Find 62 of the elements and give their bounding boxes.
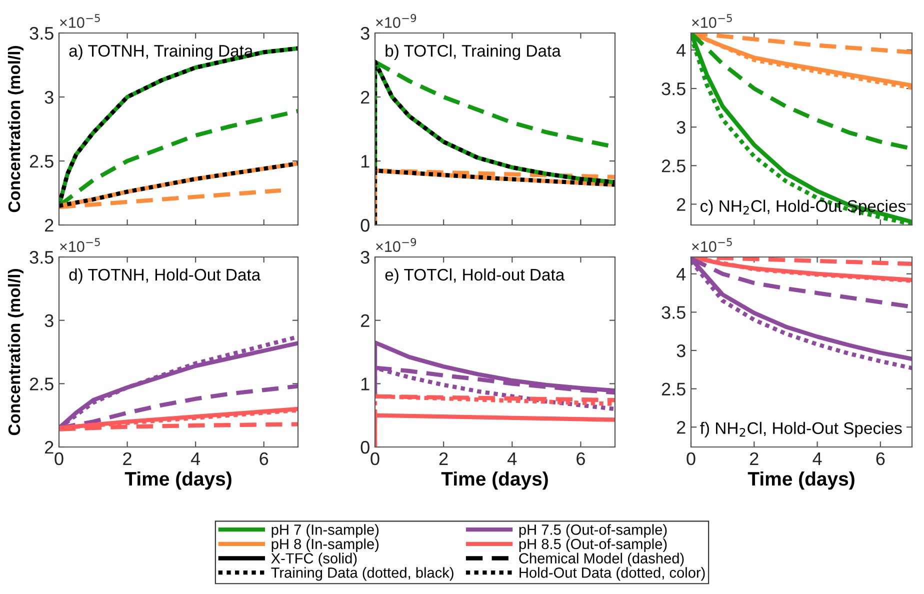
y-tick-label: 3.5 — [30, 26, 54, 40]
y-axis-title: Concentration (mol/l) — [8, 269, 24, 436]
x-tick-label: 6 — [260, 452, 268, 466]
x-tick-label: 6 — [876, 452, 885, 466]
text: ×10$^{−5}$ — [60, 14, 100, 28]
y-tick-label: 2 — [45, 218, 54, 232]
y-tick-label: 4 — [676, 268, 686, 280]
y-tick-label: 0 — [360, 440, 370, 454]
text: ×10$^{−5}$ — [692, 14, 732, 28]
y-tick-label: 3 — [676, 344, 686, 358]
text: d) TOTNH, Hold-Out Data — [69, 268, 261, 284]
y-tick-label: 2.5 — [662, 382, 686, 396]
y-tick-label: 1 — [361, 155, 370, 168]
x-tick-label: 4 — [190, 452, 200, 465]
y-tick-label: 3.5 — [662, 306, 686, 319]
legend-label: X-TFC (solid) — [271, 552, 357, 566]
text: ×10$^{−9}$ — [376, 238, 416, 252]
x-axis-title: Time (days) — [441, 471, 548, 490]
legend-label: pH 7 (In-sample) — [272, 524, 379, 538]
y-tick-label: 3 — [360, 26, 370, 40]
y-tick-label: 2.5 — [662, 160, 686, 172]
text: b) TOTCl, Training Data — [386, 44, 561, 60]
y-tick-label: 0 — [360, 218, 370, 232]
y-tick-label: 3 — [44, 90, 54, 104]
y-tick-label: 3 — [360, 250, 370, 264]
text: ×10$^{−5}$ — [60, 238, 100, 252]
x-tick-label: 0 — [686, 452, 696, 466]
y-tick-label: 2 — [45, 440, 54, 454]
y-tick-label: 2.5 — [30, 154, 54, 168]
x-tick-label: 0 — [54, 452, 64, 466]
y-tick-label: 1 — [361, 378, 370, 390]
x-tick-label: 2 — [123, 452, 132, 465]
legend-label: Hold-Out Data (dotted, color) — [520, 567, 705, 581]
text: f) NH$_{2}$Cl, Hold-Out Species — [700, 422, 902, 438]
text: ×10$^{−9}$ — [376, 14, 416, 28]
text: e) TOTCl, Hold-out Data — [385, 268, 565, 284]
text: ×10$^{−5}$ — [692, 238, 732, 252]
x-tick-label: 4 — [812, 452, 822, 465]
x-tick-label: 2 — [439, 452, 448, 465]
legend-label: Training Data (dotted, black) — [271, 567, 454, 581]
y-tick-label: 3.5 — [30, 250, 54, 264]
y-tick-label: 3 — [44, 314, 54, 328]
x-axis-title: Time (days) — [124, 471, 232, 490]
x-tick-label: 4 — [508, 452, 517, 465]
legend-label: Chemical Model (dashed) — [519, 552, 684, 566]
y-tick-label: 3 — [676, 121, 686, 134]
y-tick-label: 2 — [361, 90, 370, 104]
x-axis-title: Time (days) — [748, 471, 854, 490]
y-axis-title: Concentration (mol/l) — [8, 46, 24, 212]
y-tick-label: 2.5 — [30, 378, 54, 390]
y-tick-label: 2 — [677, 421, 686, 434]
x-tick-label: 6 — [576, 452, 585, 466]
x-tick-label: 2 — [750, 452, 758, 465]
y-tick-label: 3.5 — [662, 82, 686, 96]
y-tick-label: 2 — [361, 314, 370, 327]
legend-label: pH 8.5 (Out-of-sample) — [519, 538, 667, 552]
y-tick-label: 2 — [677, 198, 686, 211]
legend-label: pH 8 (In-sample) — [272, 538, 379, 552]
x-tick-label: 0 — [370, 452, 380, 466]
y-tick-label: 4 — [676, 44, 686, 57]
legend-label: pH 7.5 (Out-of-sample) — [519, 524, 667, 538]
text: a) TOTNH, Training Data — [69, 44, 254, 60]
